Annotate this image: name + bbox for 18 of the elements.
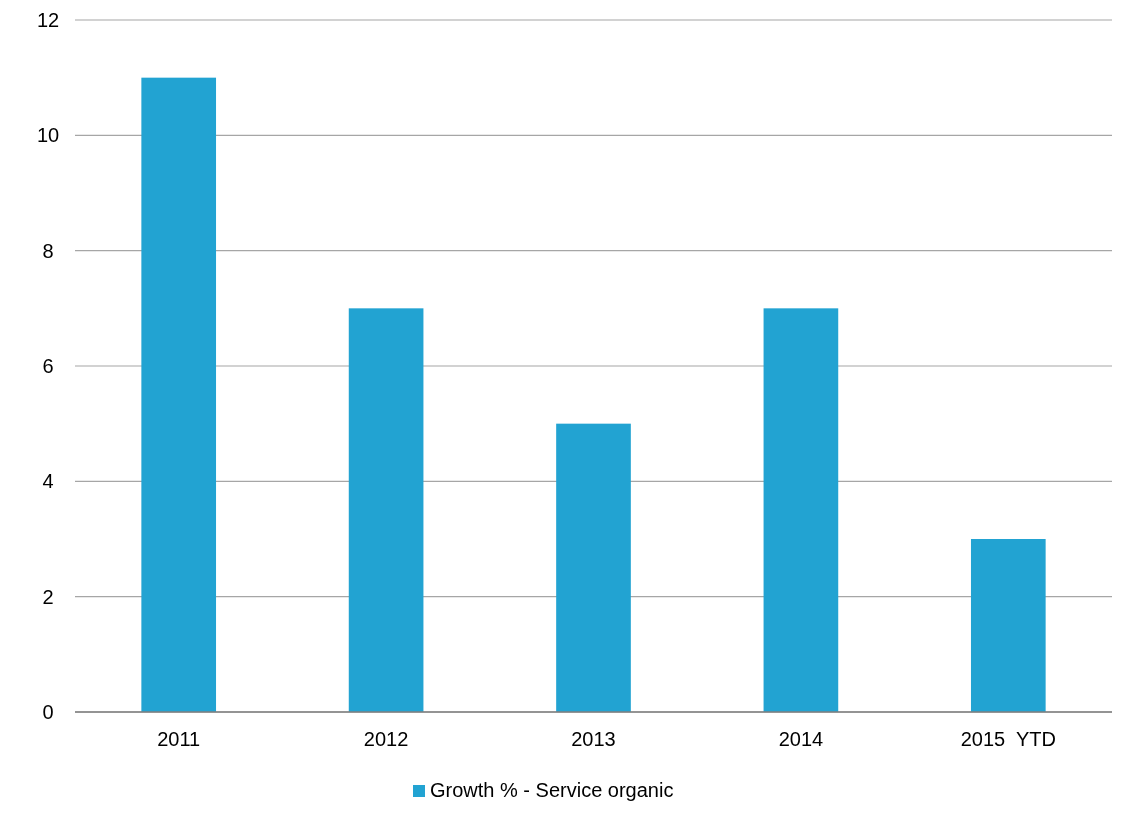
bar <box>763 308 839 712</box>
x-tick-label: 2013 <box>571 728 616 750</box>
x-tick-label: 2011 <box>157 728 201 750</box>
y-tick-label: 4 <box>42 470 54 493</box>
y-tick-label: 10 <box>36 124 60 147</box>
y-tick-label: 2 <box>42 585 54 608</box>
y-tick-label: 0 <box>42 701 54 723</box>
bar <box>348 308 424 712</box>
legend-label: Growth % - Service organic <box>430 779 674 801</box>
bar <box>141 77 217 712</box>
y-tick-label: 8 <box>42 239 54 262</box>
y-tick-label: 12 <box>36 9 60 31</box>
y-tick-label: 6 <box>42 355 54 377</box>
x-tick-label: 2012 <box>363 728 409 750</box>
x-tick-label: 2015 YTD <box>960 728 1056 750</box>
bar <box>556 423 631 712</box>
x-tick-label: 2014 <box>778 728 824 750</box>
bar <box>970 539 1046 712</box>
